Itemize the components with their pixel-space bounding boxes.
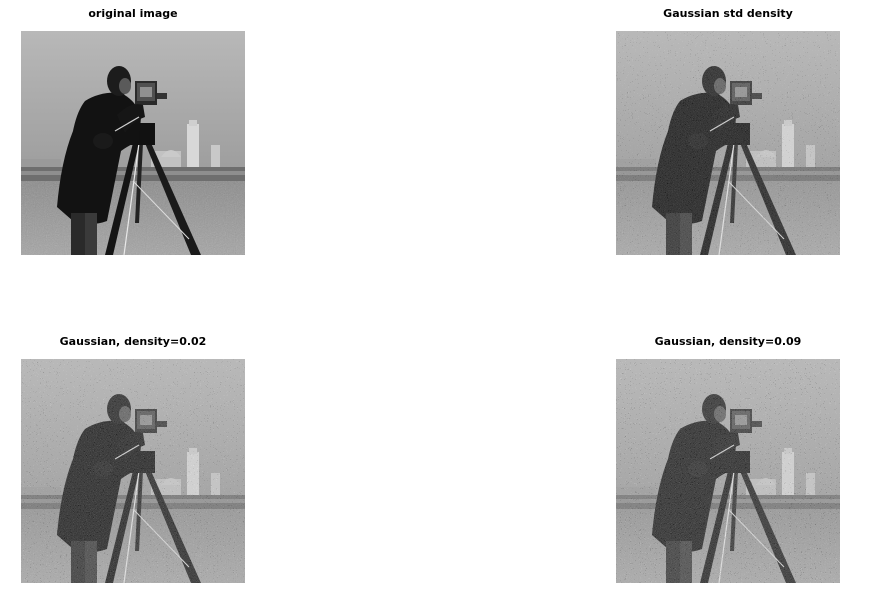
panel-title: Gaussian std density: [663, 7, 793, 20]
noise-overlay: [616, 31, 840, 255]
noise-overlay: [616, 359, 840, 583]
panel-title: Gaussian, density=0.09: [654, 335, 802, 348]
cameraman-image-noisy: [616, 359, 840, 583]
cameraman-photo: [616, 359, 840, 583]
cameraman-photo: [21, 359, 245, 583]
cameraman-photo: [21, 31, 245, 255]
cameraman-image-noisy: [616, 31, 840, 255]
panel-title: Gaussian, density=0.02: [59, 335, 207, 348]
cameraman-photo: [616, 31, 840, 255]
panel-title: original image: [88, 7, 178, 20]
noise-overlay: [21, 359, 245, 583]
cameraman-image-noisy: [21, 359, 245, 583]
cameraman-image-original: [21, 31, 245, 255]
